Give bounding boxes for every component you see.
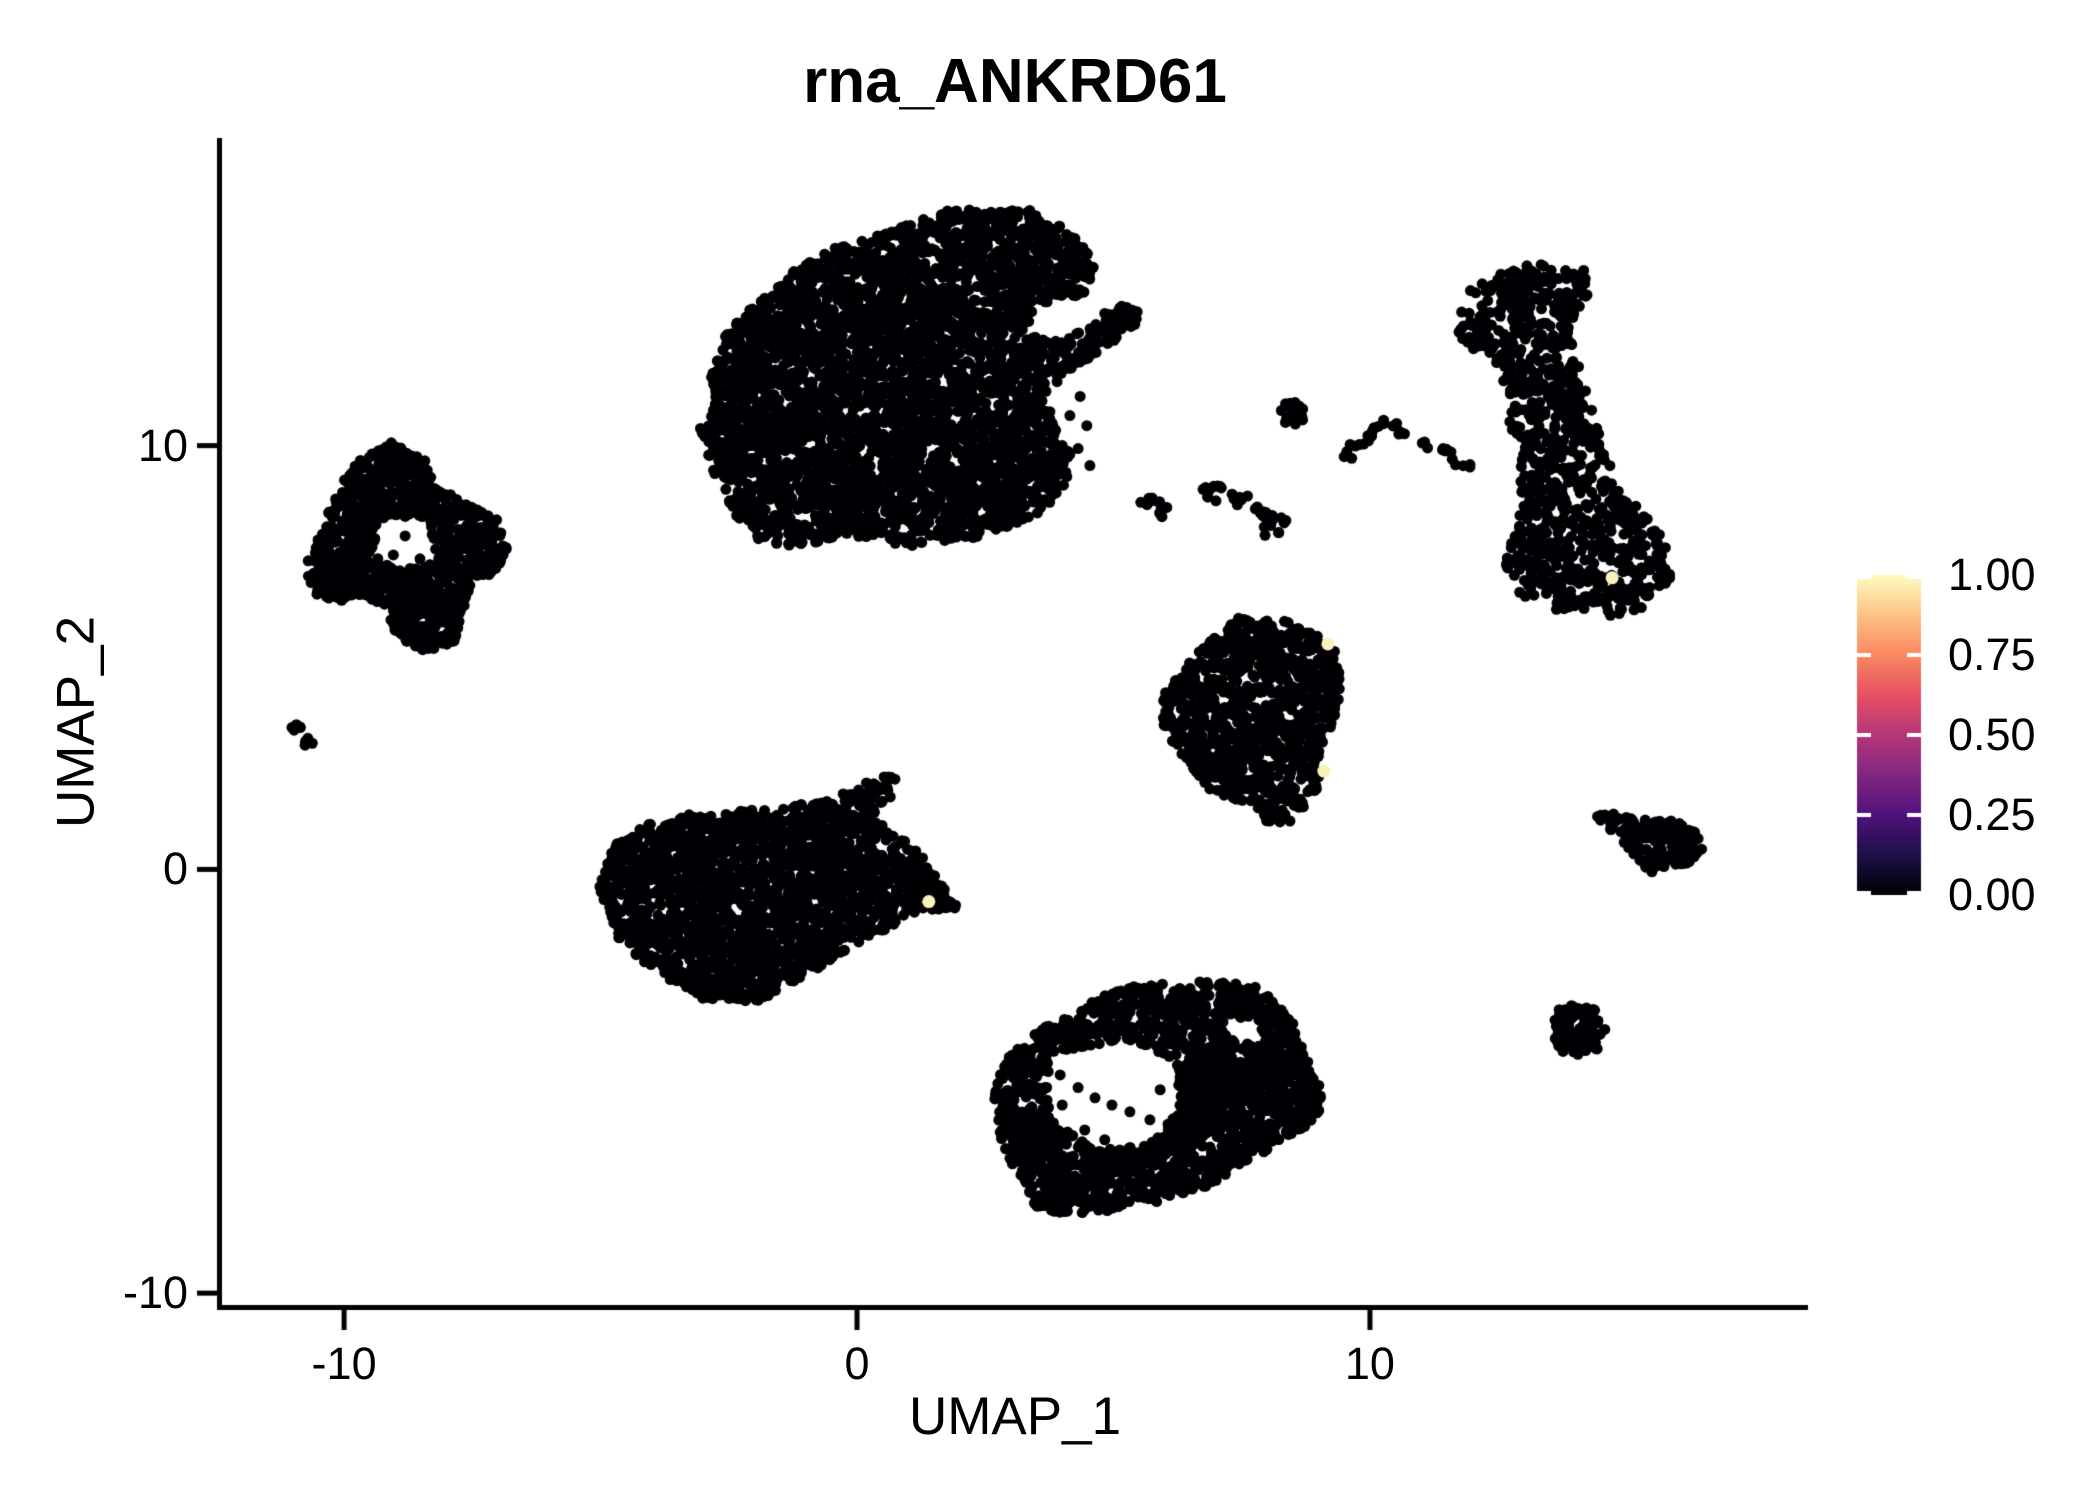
colorbar-label: 0.50	[1948, 709, 2036, 760]
colorbar-label: 0.00	[1948, 869, 2036, 920]
x-tick-label: 10	[1344, 1338, 1395, 1389]
colorbar-label: 0.25	[1948, 789, 2036, 840]
y-tick-label: 10	[137, 419, 188, 471]
x-tick-label: -10	[311, 1338, 377, 1389]
colorbar-label: 0.75	[1948, 629, 2036, 680]
x-axis-title: UMAP_1	[908, 1387, 1122, 1446]
colorbar-label: 1.00	[1948, 549, 2036, 600]
x-tick-label: 0	[844, 1338, 870, 1389]
y-tick-label: 0	[162, 843, 188, 895]
y-tick-label: -10	[122, 1267, 188, 1319]
y-axis-title: UMAP_2	[46, 615, 106, 829]
plot-title: rna_ANKRD61	[803, 47, 1227, 116]
